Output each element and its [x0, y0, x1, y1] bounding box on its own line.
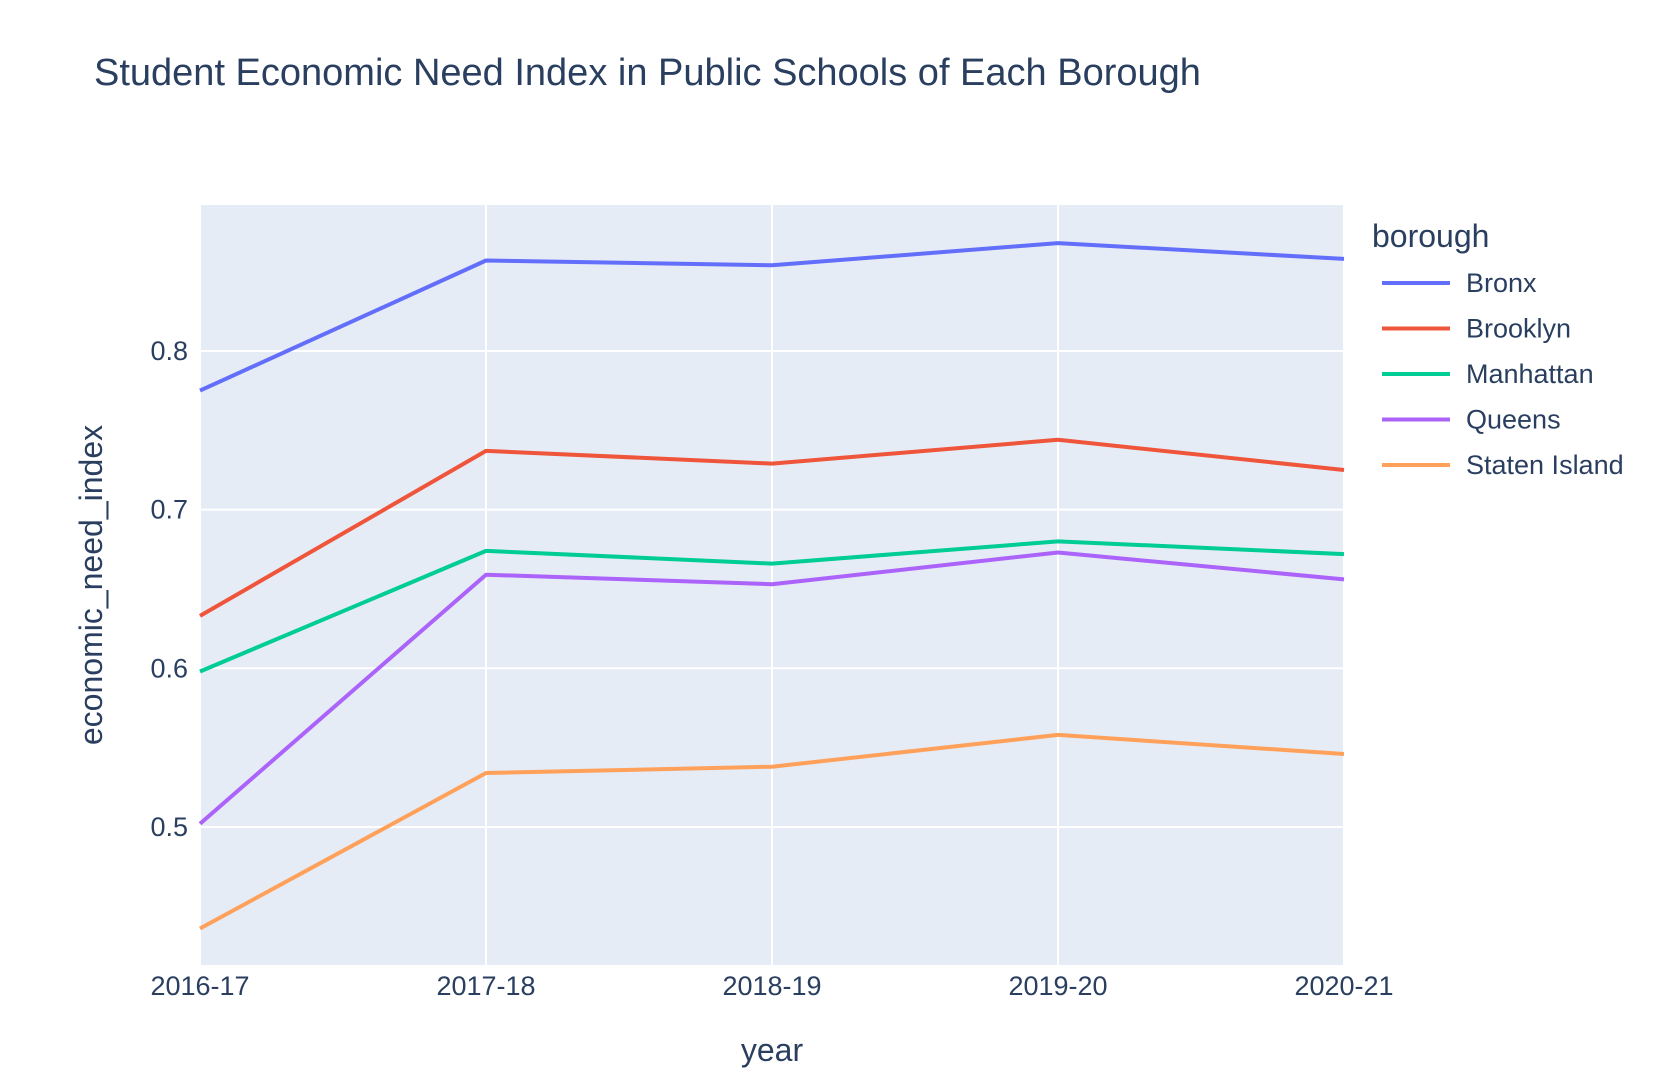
legend-item: Manhattan — [1382, 359, 1594, 389]
y-tick-label: 0.8 — [150, 336, 188, 366]
legend-label: Staten Island — [1466, 450, 1624, 480]
y-axis-title: economic_need_index — [73, 425, 109, 745]
x-axis-title: year — [741, 1032, 804, 1068]
legend-label: Bronx — [1466, 268, 1537, 298]
legend-item: Bronx — [1382, 268, 1537, 298]
series-line — [199, 437, 1345, 618]
series-lines — [198, 241, 1345, 931]
x-tick-label: 2018-19 — [722, 971, 821, 1001]
y-tick-label: 0.7 — [150, 495, 188, 525]
x-tick-label: 2020-21 — [1294, 971, 1393, 1001]
legend-title: borough — [1372, 218, 1489, 254]
x-tick-label: 2019-20 — [1008, 971, 1107, 1001]
series-line — [199, 539, 1345, 674]
series-line — [198, 550, 1345, 826]
legend-item: Brooklyn — [1382, 314, 1571, 344]
legend-item: Staten Island — [1382, 450, 1624, 480]
y-tick-label: 0.5 — [150, 812, 188, 842]
legend-label: Brooklyn — [1466, 314, 1571, 344]
x-tick-label: 2017-18 — [436, 971, 535, 1001]
y-tick-label: 0.6 — [150, 653, 188, 683]
legend: borough Bronx Brooklyn Manhattan Queens Stat… — [1372, 218, 1624, 480]
legend-items: Bronx Brooklyn Manhattan Queens Staten Islan… — [1382, 268, 1624, 480]
y-axis-ticks: 0.5 0.6 0.7 0.8 — [150, 336, 188, 842]
series-line — [199, 241, 1345, 393]
x-axis-ticks: 2016-17 2017-18 2018-19 2019-20 2020-21 — [150, 971, 1393, 1001]
x-tick-label: 2016-17 — [150, 971, 249, 1001]
legend-item: Queens — [1382, 405, 1561, 435]
legend-label: Queens — [1466, 405, 1561, 435]
chart-title: Student Economic Need Index in Public Sc… — [94, 52, 1201, 94]
series-line — [199, 732, 1345, 931]
legend-label: Manhattan — [1466, 359, 1594, 389]
